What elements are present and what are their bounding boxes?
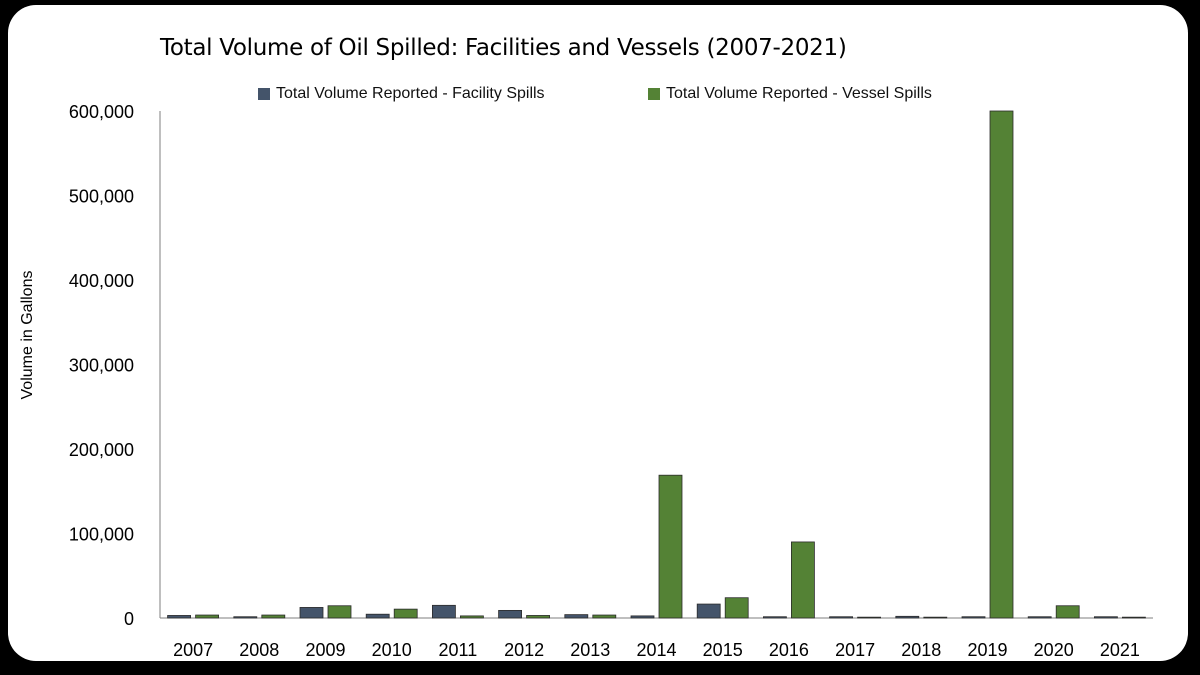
y-tick-label: 300,000 (69, 356, 134, 376)
bar-vessel (658, 474, 683, 619)
x-tick-label: 2019 (967, 640, 1007, 660)
legend-label-vessel: Total Volume Reported - Vessel Spills (666, 85, 932, 102)
y-tick-label: 0 (124, 609, 134, 629)
bar-facility (431, 604, 456, 619)
x-tick-label: 2012 (504, 640, 544, 660)
legend-label-facility: Total Volume Reported - Facility Spills (276, 85, 545, 102)
bar-facility (233, 616, 258, 619)
x-tick-label: 2007 (173, 640, 213, 660)
x-tick-label: 2016 (769, 640, 809, 660)
legend-swatch-facility (258, 88, 270, 100)
x-tick-label: 2021 (1100, 640, 1140, 660)
bar-vessel (724, 597, 749, 619)
bar-facility (564, 614, 589, 619)
bar-facility (763, 616, 787, 619)
bar-facility (365, 613, 390, 619)
x-tick-label: 2010 (372, 640, 412, 660)
x-tick-label: 2020 (1034, 640, 1074, 660)
legend-swatch-vessel (648, 88, 660, 100)
y-tick-label: 500,000 (69, 187, 134, 207)
bar-facility (895, 615, 920, 619)
bar-facility (1094, 616, 1118, 619)
bar-facility (498, 609, 523, 619)
x-tick-label: 2011 (439, 640, 478, 660)
bar-facility (299, 607, 324, 619)
legend-item-vessel: Total Volume Reported - Vessel Spills (648, 85, 932, 103)
legend-item-facility: Total Volume Reported - Facility Spills (258, 85, 545, 103)
bar-vessel (989, 110, 1014, 619)
bar-vessel (1055, 605, 1080, 619)
bar-facility (829, 616, 853, 619)
bar-vessel (526, 615, 550, 619)
bar-vessel (195, 614, 220, 619)
bar-vessel (592, 614, 617, 619)
x-tick-label: 2017 (835, 640, 875, 660)
bar-facility (630, 615, 655, 619)
x-tick-label: 2014 (636, 640, 676, 660)
bar-facility (961, 616, 986, 619)
y-tick-label: 200,000 (69, 440, 134, 460)
bar-vessel (393, 608, 418, 619)
x-tick-label: 2008 (239, 640, 279, 660)
bar-facility (696, 603, 721, 619)
bar-vessel (1122, 616, 1146, 619)
bar-vessel (327, 605, 352, 619)
bar-vessel (459, 615, 484, 619)
bar-facility (167, 615, 192, 619)
bar-facility (1027, 616, 1052, 619)
chart-title: Total Volume of Oil Spilled: Facilities … (160, 35, 847, 61)
bar-vessel (923, 616, 948, 619)
y-tick-label: 100,000 (69, 525, 134, 545)
y-tick-label: 600,000 (69, 102, 134, 122)
bar-vessel (857, 616, 881, 619)
x-tick-label: 2018 (901, 640, 941, 660)
y-tick-label: 400,000 (69, 271, 134, 291)
bar-vessel (791, 541, 815, 619)
bar-vessel (261, 614, 286, 619)
x-tick-label: 2013 (570, 640, 610, 660)
x-tick-label: 2015 (703, 640, 743, 660)
x-tick-label: 2009 (305, 640, 345, 660)
